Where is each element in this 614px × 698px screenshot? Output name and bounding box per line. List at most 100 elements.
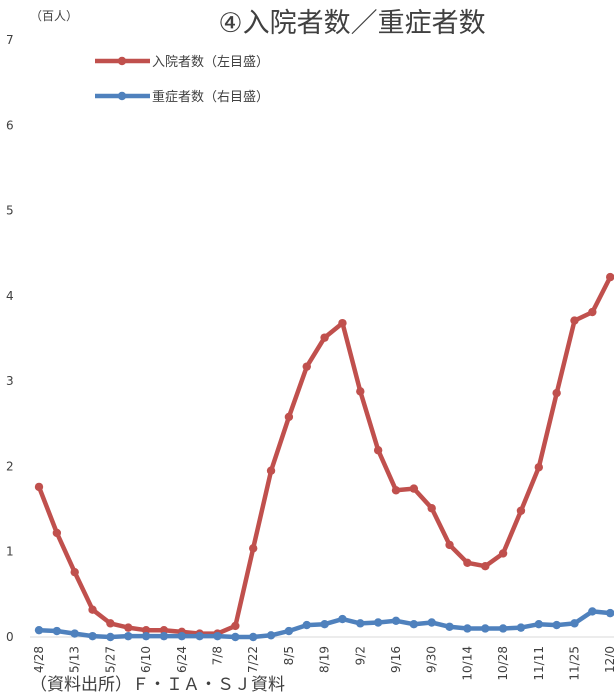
data-point xyxy=(302,620,311,630)
series-2 xyxy=(34,607,614,642)
data-point xyxy=(195,631,204,641)
data-point xyxy=(445,540,454,550)
legend-item: 重症者数（右目盛） xyxy=(95,89,269,105)
data-point xyxy=(213,631,222,641)
data-point xyxy=(141,631,151,641)
x-tick-label: 6/10 xyxy=(139,646,153,673)
data-point xyxy=(249,632,258,642)
series-line xyxy=(36,274,613,636)
data-point xyxy=(141,625,151,635)
x-tick-label: 11/11 xyxy=(532,646,546,681)
y-tick-label: 5 xyxy=(6,204,14,218)
data-point xyxy=(552,620,561,630)
data-point xyxy=(338,318,347,328)
data-point xyxy=(516,506,526,515)
data-point xyxy=(373,446,383,455)
data-point xyxy=(124,623,133,632)
data-point xyxy=(445,622,454,631)
data-point xyxy=(373,618,383,627)
series-1 xyxy=(34,272,614,638)
data-point xyxy=(177,631,186,641)
data-point xyxy=(552,388,561,398)
data-point xyxy=(231,621,240,631)
data-point xyxy=(481,624,490,633)
data-point xyxy=(70,567,79,577)
legend-marker xyxy=(117,91,127,101)
data-point xyxy=(534,463,543,472)
data-point xyxy=(88,631,97,641)
y-axis: 0 1 2 3 4 5 6 7 xyxy=(6,33,14,644)
y-tick-label: 4 xyxy=(6,289,14,303)
data-point xyxy=(106,632,115,642)
data-point xyxy=(320,333,329,342)
data-point xyxy=(391,486,401,495)
x-tick-label: 7/8 xyxy=(211,646,225,665)
legend-label: 入院者数（左目盛） xyxy=(152,55,269,70)
data-point xyxy=(52,528,62,538)
y-tick-label: 3 xyxy=(6,374,14,388)
data-point xyxy=(516,623,526,632)
x-tick-label: 10/28 xyxy=(496,646,510,681)
data-point xyxy=(266,631,276,640)
data-point xyxy=(498,549,508,558)
data-point xyxy=(249,544,258,553)
data-point xyxy=(284,412,294,422)
x-tick-label: 8/5 xyxy=(282,646,296,665)
y-tick-label: 1 xyxy=(6,545,14,559)
data-point xyxy=(70,629,79,638)
legend-item: 入院者数（左目盛） xyxy=(95,55,269,70)
data-point xyxy=(463,624,472,633)
chart-title: ④入院者数／重症者数 xyxy=(218,8,485,39)
data-point xyxy=(302,362,311,371)
data-point xyxy=(159,631,169,641)
x-tick-label: 9/30 xyxy=(425,646,439,673)
data-point xyxy=(34,482,44,492)
data-point xyxy=(498,624,508,633)
data-point xyxy=(463,558,472,568)
y-axis-unit-label: （百人） xyxy=(30,9,78,23)
data-point xyxy=(88,605,97,614)
y-tick-label: 7 xyxy=(6,33,14,47)
x-tick-label: 8/19 xyxy=(318,646,332,673)
data-point xyxy=(481,562,490,571)
source-note: （資料出所）Ｆ・ＩＡ・ＳＪ資料 xyxy=(30,675,285,695)
data-point xyxy=(34,625,44,635)
data-point xyxy=(266,466,276,475)
x-tick-label: 9/16 xyxy=(389,646,403,673)
x-tick-label: 4/28 xyxy=(32,646,46,673)
y-tick-label: 2 xyxy=(6,459,14,473)
data-point xyxy=(606,272,614,282)
data-point xyxy=(409,484,419,493)
data-point xyxy=(570,316,579,325)
data-point xyxy=(534,620,543,629)
legend: 入院者数（左目盛） 重症者数（右目盛） xyxy=(95,55,269,105)
data-point xyxy=(124,631,133,641)
x-axis: 4/28 5/13 5/27 6/10 6/24 7/8 7/22 8/5 8/19 9/2 9/1… xyxy=(30,636,614,681)
data-point xyxy=(427,618,436,627)
data-point xyxy=(356,619,365,628)
data-point xyxy=(588,607,597,616)
x-tick-label: 11/25 xyxy=(568,646,582,681)
data-point xyxy=(106,619,115,628)
legend-label: 重症者数（右目盛） xyxy=(152,89,269,105)
data-point xyxy=(338,614,347,624)
x-tick-label: 6/24 xyxy=(175,646,189,673)
x-tick-label: 10/14 xyxy=(460,646,474,681)
x-tick-label: 7/22 xyxy=(246,646,260,673)
series-layer xyxy=(34,272,614,642)
data-point xyxy=(391,616,401,625)
data-point xyxy=(427,504,436,513)
data-point xyxy=(570,619,579,628)
x-tick-label: 9/2 xyxy=(353,646,367,665)
data-point xyxy=(320,620,329,629)
x-tick-label: 12/0 xyxy=(603,646,614,673)
data-point xyxy=(231,632,240,642)
data-point xyxy=(606,608,614,618)
y-tick-label: 6 xyxy=(6,118,14,132)
data-point xyxy=(588,307,597,317)
data-point xyxy=(409,620,419,629)
data-point xyxy=(159,625,169,635)
data-point xyxy=(356,387,365,396)
x-tick-label: 5/13 xyxy=(68,646,82,673)
